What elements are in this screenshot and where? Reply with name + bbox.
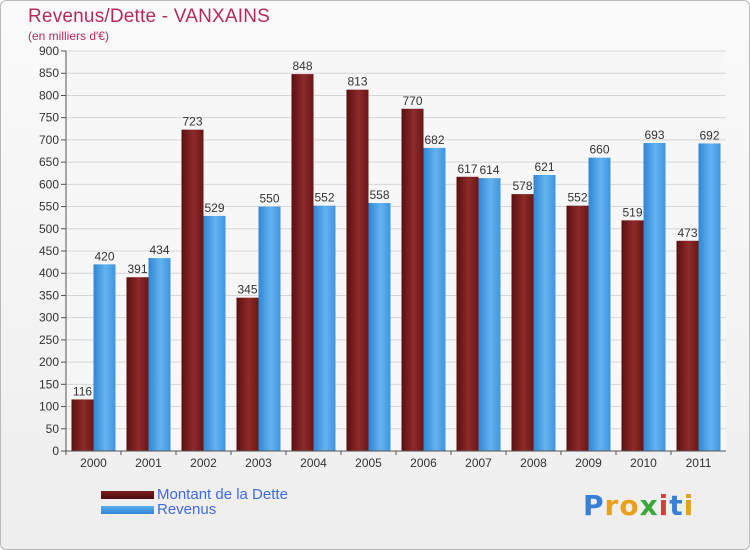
legend-swatch-debt: [101, 490, 154, 499]
bar-debt: [346, 89, 369, 452]
x-tick-label: 2008: [520, 456, 547, 470]
x-tick-label: 2005: [355, 456, 382, 470]
legend-item-debt: Montant de la Dette: [101, 486, 288, 503]
y-tick-label: 100: [39, 400, 59, 414]
x-tick-label: 2007: [465, 456, 492, 470]
data-label-revenue: 614: [479, 163, 499, 177]
legend-swatch-revenue: [101, 505, 154, 514]
data-label-revenue: 693: [644, 128, 664, 142]
y-tick-label: 350: [39, 288, 59, 302]
proxiti-logo: Proxiti: [583, 489, 694, 522]
bar-debt: [621, 220, 644, 451]
x-tick-label: 2009: [575, 456, 602, 470]
data-label-debt: 617: [457, 162, 477, 176]
logo-letter: r: [604, 489, 620, 522]
data-label-debt: 813: [347, 75, 367, 89]
y-tick-label: 800: [39, 88, 59, 102]
logo-letter: i: [683, 489, 695, 522]
bar-debt: [566, 205, 589, 451]
data-label-revenue: 660: [589, 143, 609, 157]
bar-debt: [511, 194, 534, 451]
bar-revenue: [368, 203, 391, 451]
y-tick-label: 300: [39, 311, 59, 325]
data-label-debt: 116: [73, 384, 92, 398]
y-tick-label: 750: [39, 111, 59, 125]
data-label-debt: 578: [512, 179, 532, 193]
data-label-debt: 519: [622, 205, 642, 219]
data-label-debt: 345: [237, 283, 257, 297]
y-tick-label: 0: [52, 444, 59, 458]
chart-legend: Montant de la Dette Revenus: [101, 486, 288, 518]
chart-title: Revenus/Dette - VANXAINS: [28, 6, 271, 27]
bar-revenue: [93, 264, 116, 451]
logo-letter: x: [639, 489, 659, 522]
y-tick-label: 700: [39, 133, 59, 147]
x-tick-label: 2010: [630, 456, 657, 470]
data-label-revenue: 552: [314, 191, 334, 205]
y-tick-label: 450: [39, 244, 59, 258]
bar-revenue: [588, 157, 611, 451]
bar-revenue: [258, 206, 281, 451]
data-label-revenue: 692: [699, 128, 719, 142]
y-tick-label: 900: [39, 44, 59, 58]
y-tick-label: 600: [39, 177, 59, 191]
bar-debt: [126, 277, 149, 451]
bar-revenue: [423, 147, 446, 451]
y-tick-label: 150: [39, 377, 59, 391]
bar-debt: [456, 176, 479, 451]
y-tick-label: 850: [39, 66, 59, 80]
bar-debt: [401, 108, 424, 452]
bar-revenue: [148, 258, 171, 451]
logo-letter: i: [658, 489, 670, 522]
y-tick-label: 650: [39, 155, 59, 169]
logo-letter: o: [619, 489, 640, 522]
x-tick-label: 2006: [410, 456, 437, 470]
bar-debt: [181, 129, 204, 451]
data-label-revenue: 420: [94, 249, 114, 263]
bar-debt: [676, 240, 699, 451]
data-label-revenue: 558: [369, 188, 389, 202]
x-tick-label: 2011: [686, 456, 712, 470]
chart-subtitle: (en milliers d'€): [28, 29, 109, 43]
data-label-revenue: 529: [204, 201, 224, 215]
x-tick-label: 2003: [245, 456, 272, 470]
legend-item-revenue: Revenus: [101, 501, 288, 518]
data-label-revenue: 682: [424, 133, 444, 147]
logo-letter: P: [583, 489, 605, 522]
x-tick-label: 2002: [190, 456, 217, 470]
bar-revenue: [203, 215, 226, 451]
bar-revenue: [698, 143, 721, 451]
data-label-debt: 473: [677, 226, 697, 240]
data-label-revenue: 621: [534, 160, 554, 174]
data-label-debt: 770: [402, 94, 422, 108]
logo-letter: t: [669, 489, 684, 522]
y-tick-label: 500: [39, 222, 59, 236]
y-tick-label: 400: [39, 266, 59, 280]
data-label-debt: 848: [292, 59, 312, 73]
data-label-revenue: 434: [149, 243, 169, 257]
y-tick-label: 250: [39, 333, 59, 347]
y-tick-label: 50: [46, 422, 60, 436]
x-tick-label: 2000: [80, 456, 107, 470]
bar-debt: [236, 297, 259, 451]
legend-label-debt: Montant de la Dette: [157, 486, 288, 503]
bar-debt: [291, 74, 314, 451]
legend-label-revenue: Revenus: [157, 501, 217, 518]
y-tick-label: 200: [39, 355, 59, 369]
data-label-revenue: 550: [259, 192, 279, 206]
bar-debt: [71, 399, 94, 451]
y-tick-label: 550: [39, 200, 59, 214]
data-label-debt: 723: [182, 115, 202, 129]
bar-revenue: [313, 205, 336, 451]
bar-revenue: [533, 175, 556, 451]
x-tick-label: 2004: [300, 456, 327, 470]
data-label-debt: 391: [127, 262, 147, 276]
x-tick-label: 2001: [135, 456, 162, 470]
bar-revenue: [643, 143, 666, 451]
data-label-debt: 552: [567, 191, 587, 205]
bar-revenue: [478, 178, 501, 451]
